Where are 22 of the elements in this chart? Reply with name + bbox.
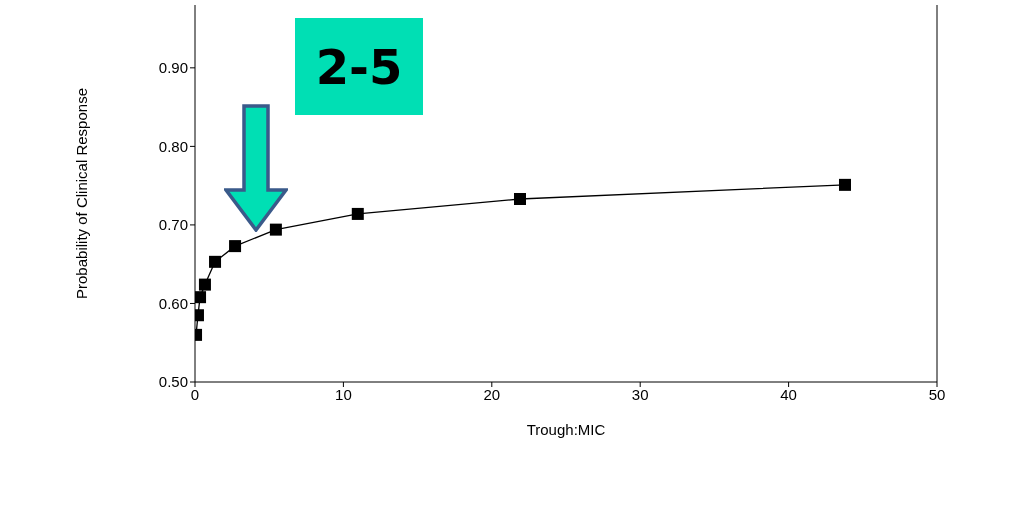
y-tick-label: 0.90 bbox=[158, 59, 188, 77]
point bbox=[351, 207, 364, 220]
point bbox=[229, 240, 242, 253]
point bbox=[198, 278, 211, 291]
point bbox=[514, 193, 526, 205]
x-tick-label: 0 bbox=[190, 385, 200, 403]
y-tick-label: 0.60 bbox=[158, 294, 188, 312]
y-tick-label: 0.70 bbox=[158, 216, 188, 234]
x-tick-label: 10 bbox=[335, 385, 352, 403]
x-tick-label: 40 bbox=[780, 385, 797, 403]
point bbox=[269, 223, 282, 236]
y-tick-label: 0.80 bbox=[158, 137, 188, 155]
y-tick-label: 0.50 bbox=[158, 373, 188, 391]
point bbox=[209, 255, 222, 268]
point bbox=[195, 291, 207, 304]
annotation: 2-5 bbox=[295, 18, 423, 115]
x-tick-label: 50 bbox=[928, 385, 946, 403]
x-tick-label: 30 bbox=[631, 385, 649, 403]
x-axis-title: Trough:MIC bbox=[526, 420, 606, 438]
x-tick-label: 20 bbox=[483, 385, 501, 403]
y-axis-title: Probability of Clinical Response bbox=[73, 88, 91, 299]
point bbox=[838, 178, 851, 191]
